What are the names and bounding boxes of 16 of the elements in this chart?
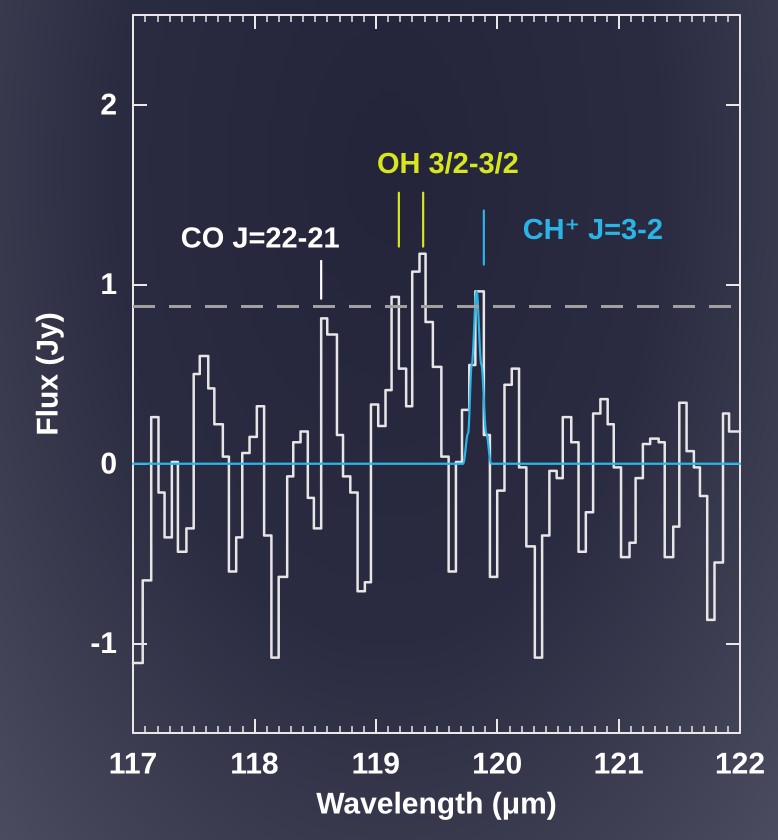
y-tick-label: 1 (100, 268, 117, 301)
y-tick-label: -1 (90, 626, 117, 660)
x-tick-label: 118 (230, 748, 279, 780)
line-series (132, 290, 742, 465)
x-tick-label: 117 (108, 748, 158, 780)
y-tick-label: 2 (100, 88, 117, 122)
series-label: CO J=22-21 (180, 222, 340, 254)
x-tick-label: 121 (594, 748, 644, 780)
x-tick-label: 122 (714, 748, 766, 780)
x-axis-title: Wavelength (μm) (316, 788, 557, 820)
y-axis-title: Flux (Jy) (32, 312, 64, 436)
series-label: CH⁺ J=3-2 (522, 214, 663, 246)
y-tick-label: 0 (100, 447, 117, 480)
x-tick-label: 120 (472, 748, 522, 780)
series-label: OH 3/2-3/2 (376, 148, 519, 180)
x-tick-label: 119 (352, 748, 400, 780)
